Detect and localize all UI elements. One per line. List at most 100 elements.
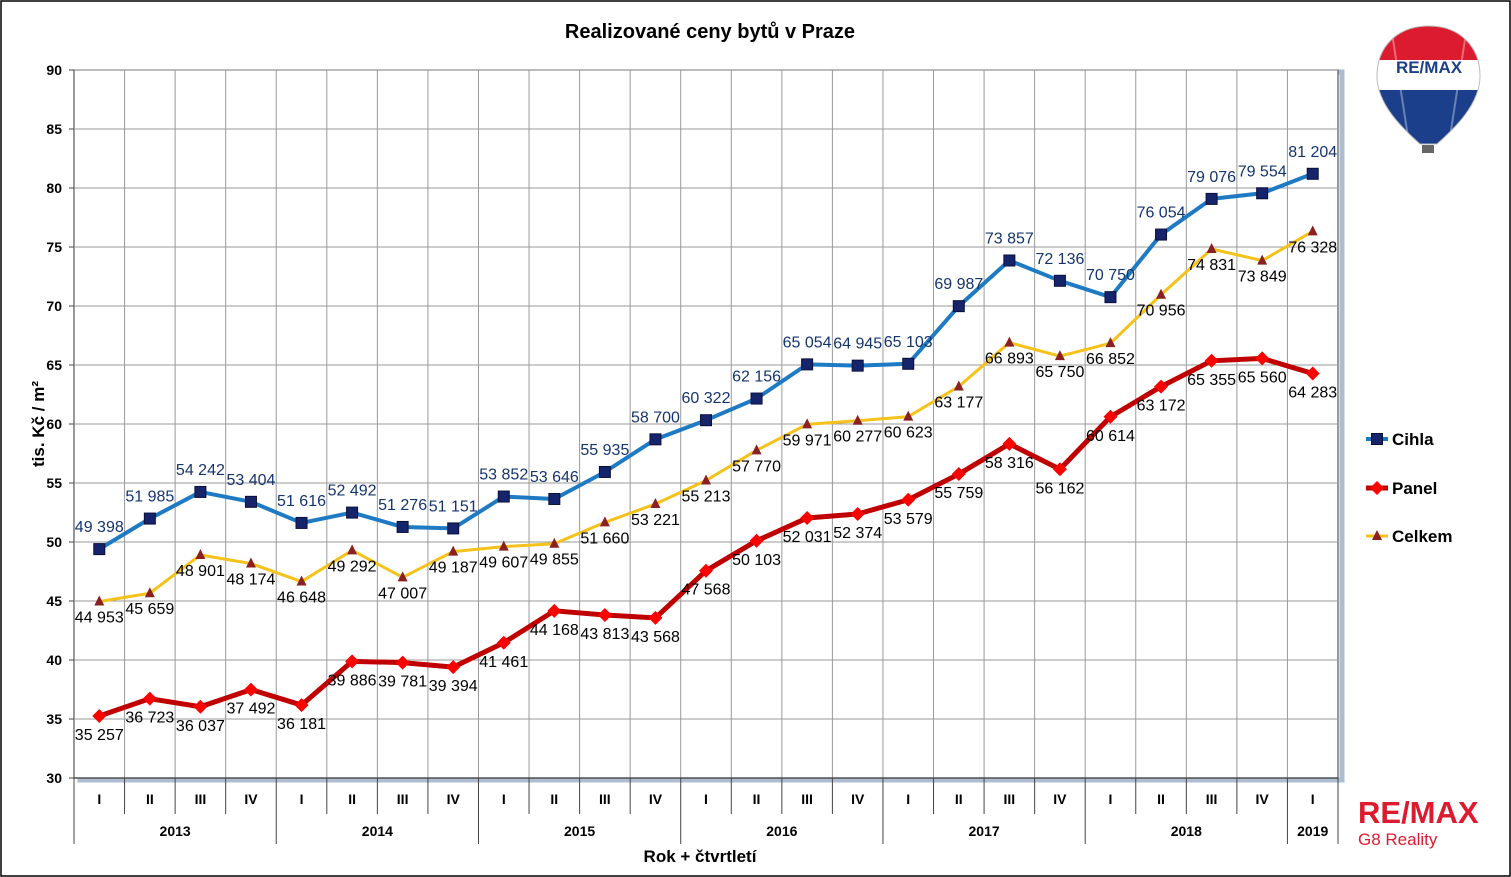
data-label-celkem: 73 849 — [1238, 269, 1287, 286]
data-point-panel — [193, 699, 208, 714]
legend-label-celkem: Celkem — [1392, 527, 1452, 546]
data-point-celkem — [347, 544, 358, 555]
x-tick-label: IV — [244, 791, 258, 807]
data-label-cihla: 79 076 — [1187, 169, 1236, 186]
x-tick-label: I — [1109, 791, 1113, 807]
data-label-panel: 65 560 — [1238, 369, 1287, 386]
data-label-panel: 43 568 — [631, 629, 680, 646]
x-tick-label: I — [704, 791, 708, 807]
data-label-celkem: 60 623 — [884, 425, 933, 442]
x-tick-label: IV — [851, 791, 865, 807]
x-tick-label: II — [348, 791, 356, 807]
data-point-cihla — [346, 506, 359, 519]
data-point-cihla — [598, 465, 611, 478]
data-label-celkem: 66 893 — [985, 351, 1034, 368]
data-label-celkem: 63 177 — [934, 395, 983, 412]
data-point-celkem — [1257, 254, 1268, 265]
data-label-celkem: 48 174 — [226, 572, 275, 589]
data-label-panel: 50 103 — [732, 552, 781, 569]
data-point-celkem — [1004, 336, 1015, 347]
x-tick-label: I — [502, 791, 506, 807]
data-label-celkem: 65 750 — [1035, 364, 1084, 381]
data-label-panel: 36 723 — [125, 710, 174, 727]
remax-g8-logo: RE/MAX G8 Reality — [1358, 795, 1479, 849]
year-label: 2017 — [969, 823, 1000, 839]
y-tick-label: 55 — [46, 475, 62, 491]
data-label-celkem: 49 292 — [328, 558, 377, 575]
data-point-panel — [1255, 351, 1270, 366]
data-label-celkem: 74 831 — [1187, 257, 1236, 274]
data-label-cihla: 70 750 — [1086, 267, 1135, 284]
data-label-panel: 64 283 — [1288, 384, 1337, 401]
remax-logo-text: RE/MAX — [1358, 795, 1479, 830]
x-tick-label: III — [1206, 791, 1218, 807]
data-point-panel — [142, 691, 157, 706]
data-label-celkem: 66 852 — [1086, 351, 1135, 368]
legend-marker-panel — [1370, 481, 1384, 495]
y-tick-label: 85 — [46, 121, 62, 137]
data-label-cihla: 65 054 — [783, 334, 832, 351]
data-label-panel: 36 181 — [277, 716, 326, 733]
data-point-celkem — [549, 537, 560, 548]
data-label-panel: 36 037 — [176, 718, 225, 735]
data-point-celkem — [1105, 337, 1116, 348]
grid-lines — [74, 69, 1338, 779]
data-label-cihla: 76 054 — [1137, 205, 1186, 222]
year-label: 2015 — [564, 823, 595, 839]
data-label-cihla: 55 935 — [580, 442, 629, 459]
y-axis-title: tis. Kč / m² — [29, 381, 48, 467]
chart-title: Realizované ceny bytů v Praze — [565, 21, 855, 43]
data-point-panel — [648, 610, 663, 625]
data-label-panel: 53 579 — [884, 511, 933, 528]
data-label-panel: 43 813 — [580, 626, 629, 643]
balloon-logo-text: RE/MAX — [1396, 58, 1463, 77]
data-label-celkem: 49 187 — [429, 560, 478, 577]
year-label: 2019 — [1297, 823, 1328, 839]
data-point-cihla — [1003, 254, 1016, 267]
data-point-celkem — [903, 410, 914, 421]
x-axis-title: Rok + čtvrtletí — [644, 847, 758, 866]
x-tick-label: III — [1004, 791, 1016, 807]
data-point-panel — [294, 698, 309, 713]
y-axis: 30 35 40 45 50 55 60 65 70 75 80 85 90 — [46, 62, 74, 786]
legend-marker-cihla — [1371, 433, 1383, 445]
x-axis: I II III IV I II III IV I II III IV I II III IV I II III IV… — [73, 777, 1339, 844]
data-point-celkem — [245, 557, 256, 568]
data-label-celkem: 60 277 — [833, 429, 882, 446]
y-tick-label: 80 — [46, 180, 62, 196]
data-point-celkem — [296, 575, 307, 586]
y-tick-label: 65 — [46, 357, 62, 373]
data-label-panel: 47 568 — [682, 582, 731, 599]
y-tick-label: 50 — [46, 534, 62, 550]
data-point-cihla — [750, 392, 763, 405]
data-label-panel: 58 316 — [985, 455, 1034, 472]
data-label-panel: 65 355 — [1187, 372, 1236, 389]
data-point-celkem — [802, 418, 813, 429]
data-label-cihla: 58 700 — [631, 409, 680, 426]
data-point-celkem — [144, 587, 155, 598]
data-point-panel — [1103, 409, 1118, 424]
y-tick-label: 90 — [46, 62, 62, 78]
data-point-panel — [1002, 436, 1017, 451]
data-point-cihla — [851, 359, 864, 372]
legend-label-cihla: Cihla — [1392, 430, 1434, 449]
x-tick-label: II — [955, 791, 963, 807]
data-point-cihla — [1053, 274, 1066, 287]
data-label-panel: 52 031 — [783, 529, 832, 546]
data-label-panel: 39 781 — [378, 674, 427, 691]
data-point-panel — [1204, 353, 1219, 368]
data-point-celkem — [701, 474, 711, 485]
data-point-cihla — [1306, 167, 1319, 180]
data-label-celkem: 55 213 — [682, 488, 731, 505]
data-point-cihla — [548, 492, 561, 505]
y-tick-label: 60 — [46, 416, 62, 432]
data-point-cihla — [1256, 187, 1269, 200]
data-label-panel: 35 257 — [75, 727, 124, 744]
data-label-celkem: 70 956 — [1137, 303, 1186, 320]
data-point-panel — [446, 660, 461, 675]
x-tick-label: III — [801, 791, 813, 807]
data-label-cihla: 51 151 — [429, 498, 478, 515]
data-label-cihla: 73 857 — [985, 230, 1034, 247]
